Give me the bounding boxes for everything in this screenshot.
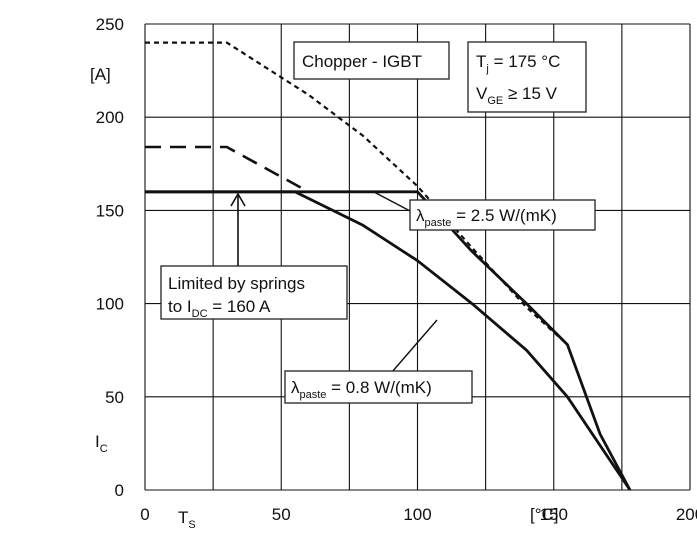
- springs-box: Limited by springs to IDC = 160 A: [160, 265, 348, 320]
- y-tick-label: 0: [115, 481, 124, 500]
- series-line-2: [145, 145, 310, 193]
- series-line-3: [145, 190, 632, 491]
- paste-low-label: λpaste = 0.8 W/(mK): [291, 378, 432, 401]
- x-tick-label: 200: [676, 505, 697, 524]
- tick-labels: 0 50 100 150 200 0 50 100 150 200 250: [96, 15, 697, 524]
- x-tick-label: 0: [140, 505, 149, 524]
- x-tick-label: 50: [272, 505, 291, 524]
- grid: [144, 23, 691, 491]
- series-group: [145, 41, 632, 491]
- paste-high-label: λpaste = 2.5 W/(mK): [416, 206, 557, 229]
- y-tick-label: 200: [96, 108, 124, 127]
- x-symbol-sub: S: [188, 519, 195, 530]
- springs-label-line1: Limited by springs: [168, 274, 305, 293]
- y-symbol-label: IC: [95, 432, 108, 455]
- conditions-box: Tj = 175 °C VGE ≥ 15 V: [467, 41, 587, 113]
- y-tick-label: 250: [96, 15, 124, 34]
- x-tick-label: 100: [403, 505, 431, 524]
- y-symbol-sub: C: [100, 443, 108, 455]
- paste-low-leader: [391, 319, 438, 373]
- series-line-4: [145, 190, 632, 491]
- y-tick-label: 50: [105, 388, 124, 407]
- x-unit-label: [°C]: [530, 505, 559, 524]
- y-tick-label: 150: [96, 201, 124, 220]
- y-unit-label: [A]: [90, 65, 111, 84]
- x-symbol-label: TS: [178, 508, 196, 530]
- springs-label-line2: to IDC = 160 A: [168, 297, 271, 320]
- paste-high-box: λpaste = 2.5 W/(mK): [409, 199, 596, 231]
- chip-label-box: Chopper - IGBT: [293, 41, 450, 80]
- chip-label: Chopper - IGBT: [302, 52, 422, 71]
- x-symbol-base: T: [178, 508, 188, 527]
- condition-tj: Tj = 175 °C: [476, 52, 560, 75]
- series-line-1: [145, 41, 569, 346]
- springs-arrow-head: [230, 192, 246, 207]
- paste-high-leader: [373, 191, 413, 213]
- condition-vge: VGE ≥ 15 V: [476, 84, 558, 107]
- y-tick-label: 100: [96, 295, 124, 314]
- paste-low-box: λpaste = 0.8 W/(mK): [284, 370, 473, 404]
- x-tick-label: 150: [540, 505, 568, 524]
- y-symbol-base: I: [95, 432, 100, 451]
